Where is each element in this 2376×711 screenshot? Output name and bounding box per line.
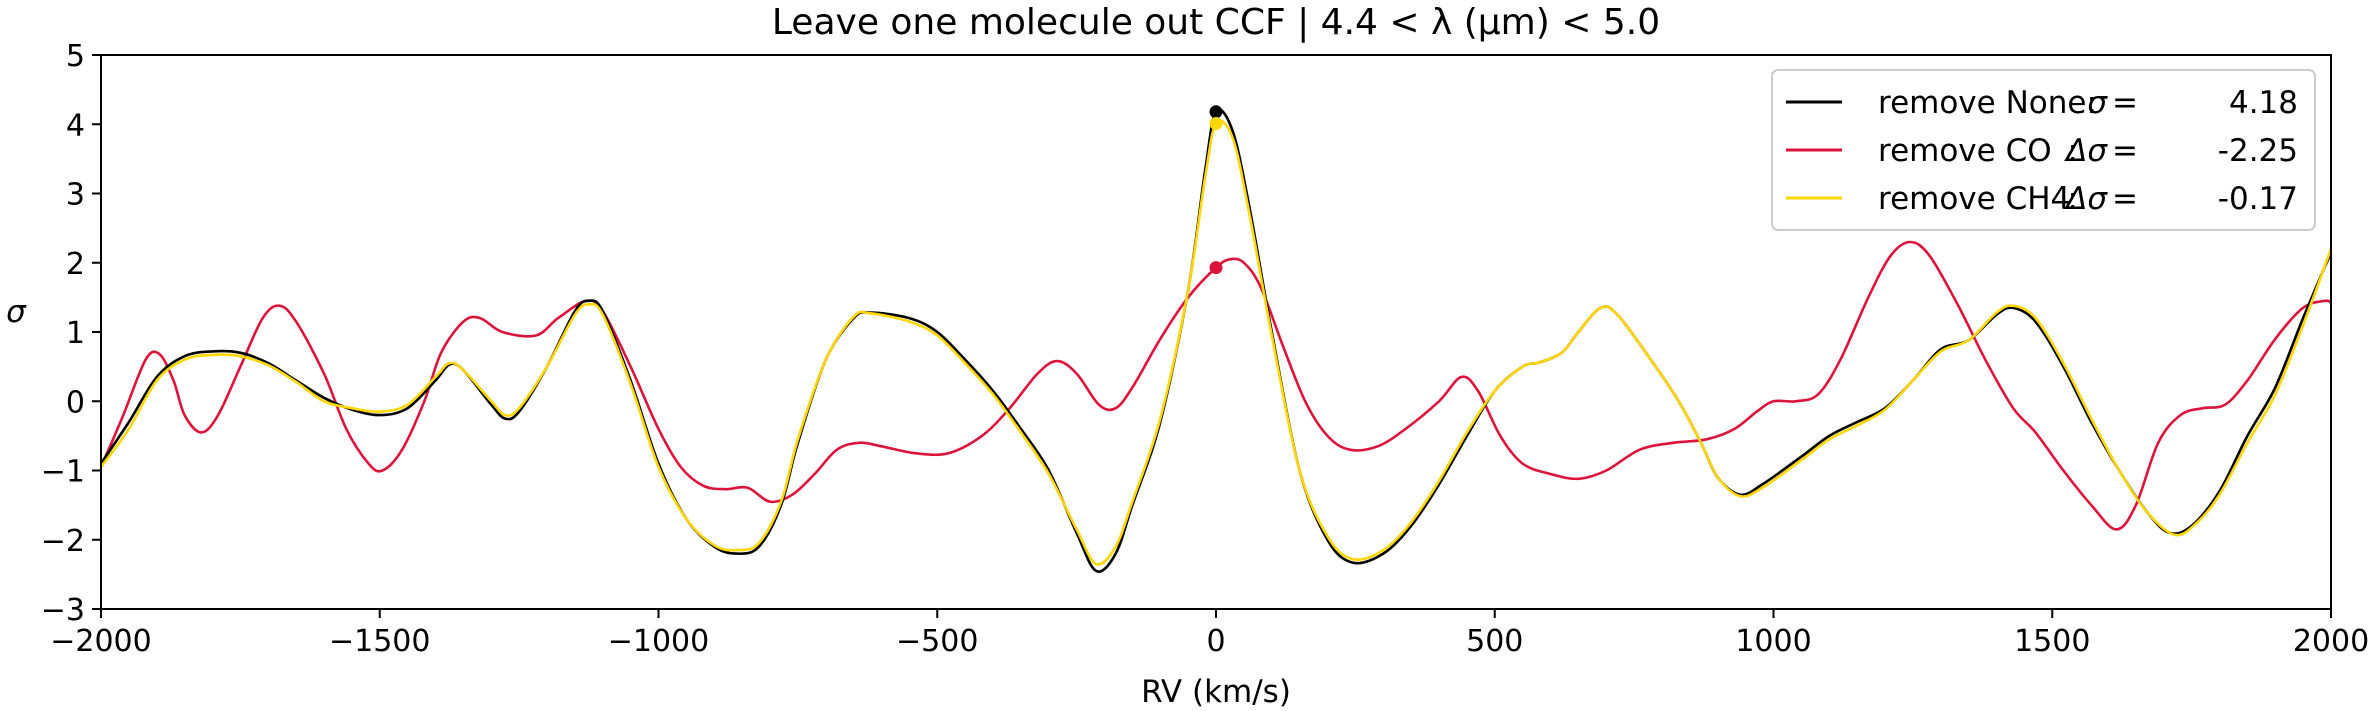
y-tick-label: 3 — [66, 178, 85, 213]
legend-equals: = — [2112, 133, 2138, 169]
x-tick-label: −1500 — [329, 624, 430, 659]
legend-label: remove CO — [1878, 133, 2052, 169]
y-tick-label: 5 — [66, 39, 85, 74]
y-tick-label: −2 — [41, 524, 85, 559]
legend-symbol: Δσ — [2064, 133, 2108, 169]
y-tick-label: −3 — [41, 593, 85, 628]
legend-colon: : — [2068, 181, 2078, 217]
x-axis-label: RV (km/s) — [1141, 674, 1291, 710]
series-line-remove-co — [101, 240, 2331, 531]
x-tick-label: 1000 — [1735, 624, 1811, 659]
x-tick-label: 500 — [1466, 624, 1523, 659]
peak-marker-remove-co — [1209, 261, 1223, 275]
y-tick-label: 0 — [66, 385, 85, 420]
y-tick-label: −1 — [41, 455, 85, 490]
x-tick-label: −2000 — [50, 624, 151, 659]
legend-equals: = — [2112, 85, 2138, 121]
x-tick-label: −500 — [896, 624, 978, 659]
legend-value: 4.18 — [2229, 85, 2298, 121]
y-tick-label: 1 — [66, 316, 85, 351]
y-tick-label: 4 — [66, 108, 85, 143]
series-line-remove-ch4 — [101, 119, 2331, 566]
legend-label: remove None: — [1878, 85, 2097, 121]
series-layer — [101, 108, 2331, 573]
y-axis: −3 −2 −1 0 1 2 3 4 5 — [41, 39, 101, 628]
y-axis-label: σ — [6, 294, 27, 330]
marker-layer — [1209, 105, 1223, 275]
legend-value: -2.25 — [2218, 133, 2298, 169]
legend-symbol: σ — [2087, 85, 2108, 121]
x-tick-label: 1500 — [2014, 624, 2090, 659]
peak-marker-remove-ch4 — [1209, 117, 1223, 131]
legend-label: remove CH4 — [1878, 181, 2070, 217]
x-tick-label: 2000 — [2293, 624, 2369, 659]
x-tick-label: 0 — [1206, 624, 1225, 659]
legend-value: -0.17 — [2218, 181, 2298, 217]
peak-marker-remove-none — [1209, 105, 1223, 119]
y-tick-label: 2 — [66, 247, 85, 282]
legend-symbol: Δσ — [2064, 181, 2108, 217]
legend-frame — [1771, 69, 2316, 231]
x-tick-label: −1000 — [608, 624, 709, 659]
chart-title: Leave one molecule out CCF | 4.4 < λ (μm… — [772, 2, 1660, 43]
legend-colon: : — [2068, 133, 2078, 169]
x-axis: −2000 −1500 −1000 −500 0 500 1000 1500 2000 — [50, 609, 2369, 659]
legend-equals: = — [2112, 181, 2138, 217]
